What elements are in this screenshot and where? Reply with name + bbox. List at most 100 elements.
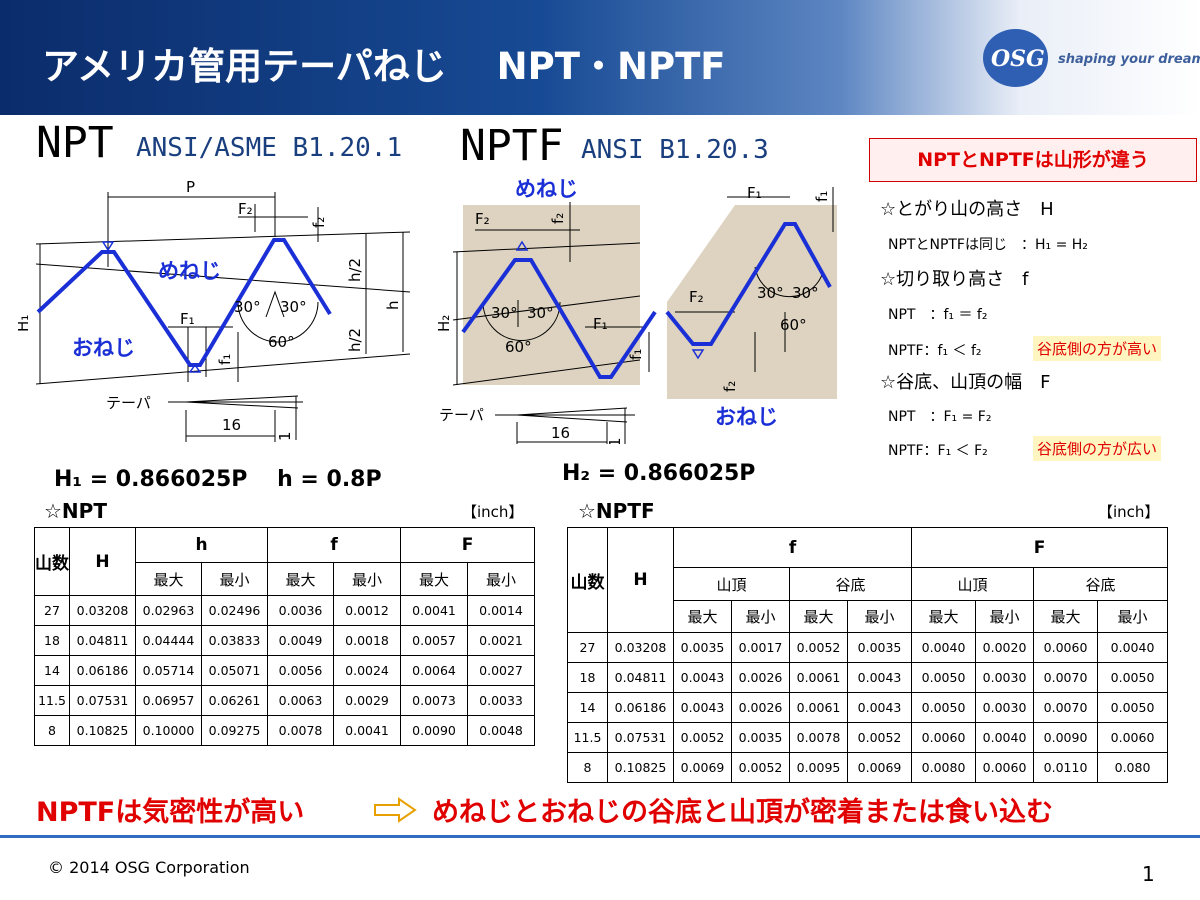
npt-table-cell: 0.0018 <box>333 625 402 656</box>
side-width-highlight: 谷底側の方が広い <box>1033 436 1162 461</box>
npt-table-cell: 0.05071 <box>200 655 269 686</box>
nptf-table-cell: 0.04811 <box>607 662 674 693</box>
nptf-table-cell: 0.0017 <box>731 632 790 663</box>
npt-table-cell: 0.04811 <box>69 625 136 656</box>
npt-table-cell: 0.05714 <box>135 655 202 686</box>
npt-table-unit: 【inch】 <box>462 503 524 521</box>
npt-table-cell: 0.0014 <box>467 595 536 626</box>
npt-table-cell: 0.0057 <box>400 625 469 656</box>
nptf-table-row: 8 0.10825 0.0069 0.0052 0.0095 0.0069 0.0080 0.… <box>567 752 1169 783</box>
nptf-dim-f1-upper: F₁ <box>593 315 608 333</box>
npt-table-cell: 0.0078 <box>267 715 335 746</box>
npt-table-cell: 18 <box>34 625 70 656</box>
npt-female-label: めねじ <box>158 259 221 283</box>
npt-angle-30a: 30° <box>234 298 261 316</box>
nptf-table-title: ☆NPTF <box>578 499 655 523</box>
nptf-header-f: f <box>672 527 913 568</box>
npt-dim-f2-upper: F₂ <box>238 200 253 218</box>
nptf-table-cell: 0.0050 <box>911 662 977 693</box>
logo-tagline: shaping your dreams <box>1058 52 1200 67</box>
nptf-angle-60: 60° <box>505 338 532 356</box>
side-truncation-highlight: 谷底側の方が高い <box>1033 336 1162 361</box>
nptf-header-crest: 山頂 <box>911 567 1035 601</box>
nptf-table-cell: 0.0035 <box>846 632 913 663</box>
nptf-table-row: 27 0.03208 0.0035 0.0017 0.0052 0.0035 0.0040 0… <box>567 632 1169 663</box>
nptf-table-cell: 0.0050 <box>1097 692 1169 723</box>
npt-table-row: 27 0.03208 0.02963 0.02496 0.0036 0.0012 0.004… <box>34 595 536 626</box>
nptf-header-F: F <box>911 527 1169 568</box>
npt-dim-h2-lower: h/2 <box>346 328 364 352</box>
npt-table-cell: 11.5 <box>34 685 70 716</box>
nptf-dim-f2-upper: F₂ <box>475 210 490 228</box>
side-truncation-nptf: NPTF：f₁ ＜ f₂ <box>888 343 982 359</box>
npt-table-cell: 0.0090 <box>400 715 469 746</box>
nptf-table-cell: 0.06186 <box>607 692 674 723</box>
nptf-table-cell: 0.0061 <box>789 662 848 693</box>
copyright: © 2014 OSG Corporation <box>48 858 250 877</box>
nptf-table-cell: 0.0060 <box>1033 632 1099 663</box>
nptf-table-cell: 0.0035 <box>673 632 732 663</box>
npt-angle-30b: 30° <box>280 298 307 316</box>
nptf-dim-f2-side: f₂ <box>549 213 567 224</box>
page-number: 1 <box>1142 862 1155 886</box>
nptf-table: 山数 H f F 山頂 谷底 山頂 谷底 最大 最小 最大 最小 最大 最小 最… <box>567 527 1169 783</box>
nptf-table-cell: 0.0030 <box>975 662 1035 693</box>
nptf-title: NPTF <box>460 121 564 171</box>
nptf-table-cell: 0.0020 <box>975 632 1035 663</box>
npt-table-cell: 0.07531 <box>69 685 136 716</box>
nptf-table-cell: 0.0060 <box>1097 722 1169 753</box>
nptf-table-cell: 0.0026 <box>731 662 790 693</box>
nptf-header-root: 谷底 <box>1033 567 1169 601</box>
npt-table-cell: 0.0048 <box>467 715 536 746</box>
nptf-table-cell: 0.0070 <box>1033 692 1099 723</box>
npt-dim-h: h <box>384 300 402 310</box>
npt-table-cell: 0.03208 <box>69 595 136 626</box>
nptf-table-cell: 0.0069 <box>673 752 732 783</box>
npt-table-cell: 0.0029 <box>333 685 402 716</box>
nptf-table-cell: 0.0090 <box>1033 722 1099 753</box>
npt-table: 山数 H h f F 最大 最小 最大 最小 最大 最小 27 0.03208 0.… <box>34 527 536 746</box>
npt-table-cell: 0.0041 <box>333 715 402 746</box>
nptf-angle-30b: 30° <box>527 304 554 322</box>
npt-table-cell: 0.0027 <box>467 655 536 686</box>
npt-thread-diagram: P F₂ f₂ h/2 h/2 h H₁ F₁ f₁ 30° 30° 60° テ… <box>18 178 411 442</box>
slide-title: アメリカ管用テーパねじ NPT・NPTF <box>42 45 726 88</box>
nptf-table-cell: 0.10825 <box>607 752 674 783</box>
npt-table-row: 8 0.10825 0.10000 0.09275 0.0078 0.0041 0.0090… <box>34 715 536 746</box>
nptf-table-cell: 0.0035 <box>731 722 790 753</box>
nptf-formula: H₂ = 0.866025P <box>562 461 756 486</box>
nptf-table-cell: 0.0043 <box>673 662 732 693</box>
nptf-table-cell: 0.07531 <box>607 722 674 753</box>
nptf-dim-h2: H₂ <box>435 315 453 332</box>
nptf-header-threads: 山数 <box>567 527 608 633</box>
nptf-table-cell: 18 <box>567 662 608 693</box>
nptf-table-row: 14 0.06186 0.0043 0.0026 0.0061 0.0043 0.0050 0… <box>567 692 1169 723</box>
npt-dim-f1-upper: F₁ <box>180 310 195 328</box>
osg-logo <box>983 29 1048 87</box>
nptf-table-cell: 0.0040 <box>975 722 1035 753</box>
npt-header-h: h <box>134 527 269 563</box>
npt-header-F: F <box>400 527 536 563</box>
nptf-dim-1: 1 <box>606 437 624 444</box>
shape-difference-box: NPTとNPTFは山形が違う <box>869 138 1197 182</box>
npt-dim-f2-lower: f₂ <box>310 217 328 228</box>
nptf-table-cell: 0.0110 <box>1033 752 1099 783</box>
nptf-table-cell: 0.080 <box>1097 752 1169 783</box>
nptf-female-label: めねじ <box>515 177 578 201</box>
npt-table-title: ☆NPT <box>44 499 107 523</box>
nptf-male-dim-f2-upper: F₂ <box>689 288 704 306</box>
npt-header-max: 最大 <box>267 562 335 596</box>
npt-formula: H₁ = 0.866025P h = 0.8P <box>54 467 382 492</box>
nptf-header-max: 最大 <box>911 600 977 633</box>
npt-table-cell: 0.06957 <box>135 685 202 716</box>
npt-table-cell: 0.10825 <box>69 715 136 746</box>
nptf-table-cell: 14 <box>567 692 608 723</box>
npt-table-cell: 0.0012 <box>333 595 402 626</box>
nptf-header-min: 最小 <box>975 600 1035 633</box>
npt-header-H: H <box>69 527 136 596</box>
nptf-male-angle-60: 60° <box>780 316 807 334</box>
nptf-table-cell: 0.0030 <box>975 692 1035 723</box>
npt-table-cell: 0.06261 <box>200 685 269 716</box>
nptf-table-cell: 0.0040 <box>1097 632 1169 663</box>
footer-divider <box>0 835 1200 838</box>
